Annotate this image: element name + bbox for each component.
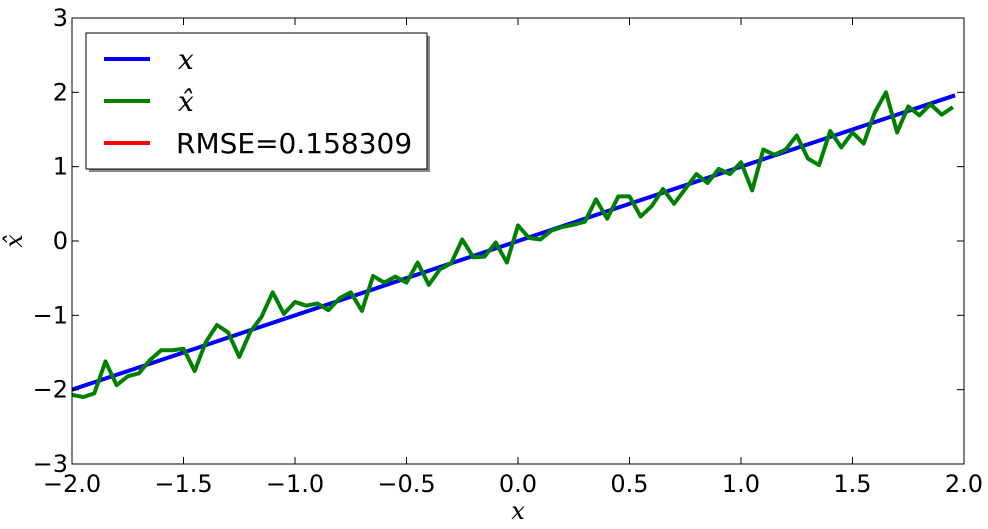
x-tick-label: 1.5 (833, 470, 871, 498)
x-tick-label: −2.0 (43, 470, 101, 498)
y-tick-label: −3 (33, 450, 68, 478)
y-tick-label: 0 (53, 227, 68, 255)
y-tick-label: −2 (33, 376, 68, 404)
y-axis-label: x̂ (0, 234, 28, 248)
x-tick-label: 2.0 (945, 470, 983, 498)
series-layer (72, 90, 956, 400)
legend: x x̂ RMSE=0.158309 (85, 32, 430, 172)
x-tick-label: −1.5 (154, 470, 212, 498)
series-line-2 (72, 90, 954, 400)
x-tick-label: −0.5 (377, 470, 435, 498)
y-tick-label: −1 (33, 301, 68, 329)
legend-label-1: x (178, 43, 194, 76)
x-axis-label: x (511, 497, 525, 525)
x-tick-label: −1.0 (266, 470, 324, 498)
ticks-layer: −2.0 −1.5 −1.0 −0.5 0.0 0.5 1.0 1.5 2.0 −3 −2 −1 0 1 2… (33, 4, 983, 498)
x-tick-label: 0.5 (610, 470, 648, 498)
y-tick-label: 3 (53, 4, 68, 32)
legend-label-2: x̂ (178, 85, 194, 118)
legend-label-3: RMSE=0.158309 (176, 127, 412, 160)
legend-items: x x̂ RMSE=0.158309 (104, 43, 412, 160)
y-tick-label: 2 (53, 78, 68, 106)
x-tick-label: 0.0 (499, 470, 537, 498)
x-tick-label: 1.0 (722, 470, 760, 498)
y-tick-label: 1 (53, 153, 68, 181)
